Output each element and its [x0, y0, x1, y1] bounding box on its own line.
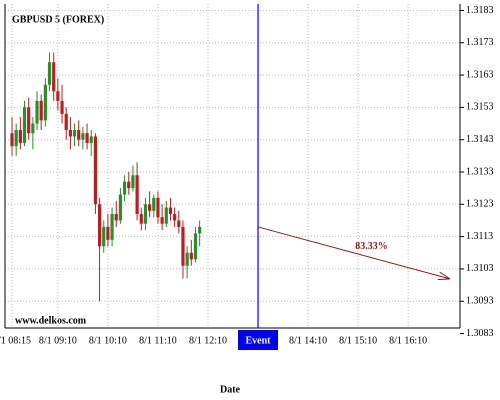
y-tick-label: 1.3093 [466, 296, 494, 307]
event-label: Event [246, 335, 272, 346]
candle-body [89, 136, 93, 143]
candle-body [156, 197, 160, 218]
candle-body [52, 62, 56, 92]
x-tick-label: 8/1 14:10 [289, 335, 327, 346]
candle-body [77, 130, 81, 140]
candle-body [189, 252, 193, 260]
candle-body [148, 204, 152, 211]
projection-arrow [257, 226, 449, 279]
candle-body [60, 100, 64, 114]
candle-body [68, 130, 72, 137]
x-tick-label: 8/1 09:10 [39, 335, 77, 346]
candle-body [64, 113, 68, 130]
candle-body [72, 130, 77, 137]
candle-body [168, 207, 173, 214]
candle-body [43, 84, 47, 121]
candle-body [135, 175, 139, 214]
candle-body [118, 194, 123, 221]
candle-body [164, 207, 168, 224]
candle-body [122, 181, 127, 195]
y-tick-label: 1.3143 [466, 134, 494, 145]
y-tick-label: 1.3083 [466, 328, 494, 339]
candle-body [139, 214, 143, 224]
candle-body [93, 136, 97, 205]
candle-body [47, 62, 52, 85]
candle-body [39, 100, 43, 121]
candle-body [152, 197, 156, 211]
x-tick-label: 8/1 08:15 [0, 335, 31, 346]
x-tick-label: 8/1 11:10 [139, 335, 177, 346]
candle-body [127, 181, 131, 189]
candle-body [31, 123, 35, 134]
candle-body [131, 175, 135, 189]
candle-body [14, 130, 18, 147]
y-tick-label: 1.3123 [466, 199, 494, 210]
candle-body [198, 226, 202, 234]
candle-body [143, 204, 148, 224]
candle-body [35, 100, 39, 124]
x-tick-label: 8/1 12:10 [189, 335, 227, 346]
candle-body [81, 133, 85, 140]
projection-label: 83.33% [355, 241, 388, 252]
x-tick-label: 8/1 15:10 [339, 335, 377, 346]
candle-body [181, 226, 185, 266]
y-tick-label: 1.3153 [466, 102, 494, 113]
y-tick-label: 1.3163 [466, 69, 494, 80]
y-tick-label: 1.3183 [466, 5, 494, 16]
candle-body [22, 107, 27, 143]
candle-body [160, 217, 164, 224]
x-axis-title: Date [220, 384, 241, 395]
candle-body [193, 233, 198, 260]
candle-body [106, 226, 110, 240]
candle-body [56, 91, 60, 101]
watermark: www.delkos.com [15, 315, 87, 326]
candle-body [97, 204, 102, 247]
candle-body [10, 133, 14, 147]
candle-body [185, 252, 189, 266]
candle-body [27, 107, 31, 134]
candle-body [173, 214, 177, 221]
candle-body [114, 214, 118, 221]
plot-area [5, 4, 460, 328]
y-tick-label: 1.3103 [466, 263, 494, 274]
x-tick-label: 8/1 10:10 [89, 335, 127, 346]
candle-body [102, 226, 106, 247]
y-tick-label: 1.3113 [466, 231, 493, 242]
candle-body [85, 133, 89, 143]
candle-body [177, 220, 181, 227]
candle-body [110, 214, 114, 240]
y-tick-label: 1.3173 [466, 37, 494, 48]
x-tick-label: 8/1 16:10 [389, 335, 427, 346]
event-box [238, 330, 279, 350]
candle-body [18, 130, 22, 143]
y-tick-label: 1.3133 [466, 166, 494, 177]
